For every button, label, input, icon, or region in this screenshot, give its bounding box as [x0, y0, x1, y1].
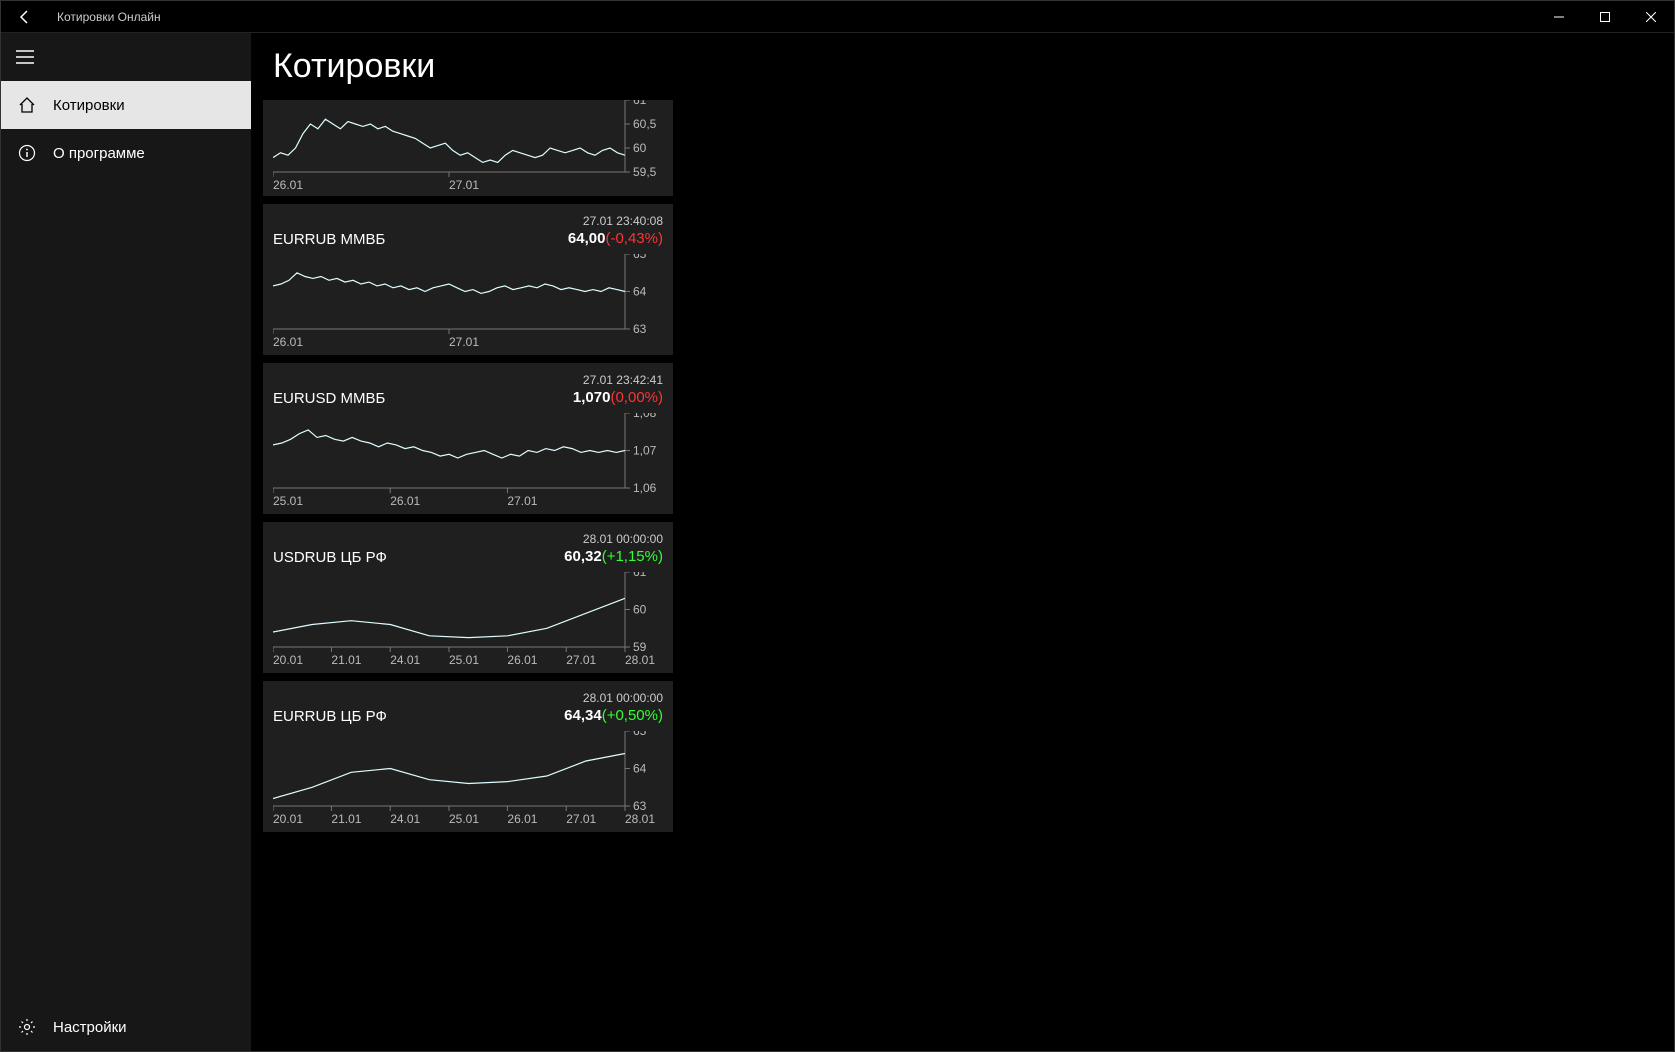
svg-text:26.01: 26.01	[273, 178, 303, 190]
timestamp: 27.01 23:42:41	[573, 373, 663, 387]
svg-text:25.01: 25.01	[449, 653, 479, 667]
back-button[interactable]	[1, 1, 49, 33]
main-panel: Котировки 59,5 60 60,5 61 26.01 27.01 EURRUB …	[251, 33, 1674, 1051]
pair-name: USDRUB ЦБ РФ	[273, 549, 387, 566]
sparkline-chart: 63 64 65 20.01 21.01 24.01 25.01 26.01 27.01 28.0…	[273, 731, 663, 826]
close-button[interactable]	[1628, 1, 1674, 33]
svg-text:61: 61	[633, 100, 647, 107]
info-icon	[15, 144, 39, 162]
svg-text:27.01: 27.01	[449, 335, 479, 349]
page-title: Котировки	[251, 33, 1674, 100]
change-pct: (+0,50%)	[602, 707, 663, 724]
change-pct: (0,00%)	[610, 389, 663, 406]
price: 64,34	[564, 707, 602, 724]
sidebar-item-label: О программе	[39, 145, 145, 162]
sparkline-chart: 63 64 65 26.01 27.01	[273, 254, 663, 349]
price: 64,00	[568, 230, 606, 247]
svg-text:64: 64	[633, 285, 647, 299]
window-title: Котировки Онлайн	[49, 10, 161, 24]
svg-text:21.01: 21.01	[331, 653, 361, 667]
pair-name: EURUSD ММВБ	[273, 390, 385, 407]
svg-text:27.01: 27.01	[566, 653, 596, 667]
sparkline-chart: 1,06 1,07 1,08 25.01 26.01 27.01	[273, 413, 663, 508]
quote-card[interactable]: 59,5 60 60,5 61 26.01 27.01	[263, 100, 673, 196]
svg-text:25.01: 25.01	[449, 812, 479, 826]
svg-text:59: 59	[633, 640, 647, 654]
svg-text:60,5: 60,5	[633, 117, 657, 131]
svg-text:1,06: 1,06	[633, 481, 657, 495]
timestamp: 28.01 00:00:00	[564, 691, 663, 705]
svg-text:28.01: 28.01	[625, 653, 655, 667]
sidebar: Котировки О программе Настройки	[1, 33, 251, 1051]
timestamp: 27.01 23:40:08	[568, 214, 663, 228]
pair-name: EURRUB ММВБ	[273, 231, 385, 248]
maximize-button[interactable]	[1582, 1, 1628, 33]
svg-text:25.01: 25.01	[273, 494, 303, 508]
svg-text:65: 65	[633, 254, 647, 261]
gear-icon	[15, 1018, 39, 1036]
svg-text:24.01: 24.01	[390, 653, 420, 667]
svg-text:59,5: 59,5	[633, 165, 657, 179]
card-header: EURUSD ММВБ 27.01 23:42:41 1,070(0,00%)	[273, 373, 663, 407]
svg-text:28.01: 28.01	[625, 812, 655, 826]
card-header: EURRUB ММВБ 27.01 23:40:08 64,00(-0,43%)	[273, 214, 663, 248]
titlebar: Котировки Онлайн	[1, 1, 1674, 33]
svg-text:27.01: 27.01	[566, 812, 596, 826]
svg-text:20.01: 20.01	[273, 812, 303, 826]
svg-text:27.01: 27.01	[507, 494, 537, 508]
svg-text:63: 63	[633, 322, 647, 336]
sparkline-chart: 59 60 61 20.01 21.01 24.01 25.01 26.01 27.01 28.0…	[273, 572, 663, 667]
sparkline-chart: 59,5 60 60,5 61 26.01 27.01	[273, 100, 663, 190]
timestamp: 28.01 00:00:00	[564, 532, 663, 546]
svg-text:60: 60	[633, 603, 647, 617]
sidebar-item-label: Настройки	[39, 1019, 127, 1036]
card-header: USDRUB ЦБ РФ 28.01 00:00:00 60,32(+1,15%…	[273, 532, 663, 566]
svg-text:26.01: 26.01	[507, 653, 537, 667]
svg-text:24.01: 24.01	[390, 812, 420, 826]
pair-name: EURRUB ЦБ РФ	[273, 708, 387, 725]
svg-text:1,07: 1,07	[633, 444, 657, 458]
sidebar-item-quotes[interactable]: Котировки	[1, 81, 251, 129]
svg-text:1,08: 1,08	[633, 413, 657, 420]
change-pct: (-0,43%)	[605, 230, 663, 247]
sidebar-item-label: Котировки	[39, 97, 125, 114]
sidebar-item-about[interactable]: О программе	[1, 129, 251, 177]
quote-card[interactable]: EURRUB ММВБ 27.01 23:40:08 64,00(-0,43%)…	[263, 204, 673, 355]
minimize-button[interactable]	[1536, 1, 1582, 33]
svg-text:65: 65	[633, 731, 647, 738]
change-pct: (+1,15%)	[602, 548, 663, 565]
svg-text:64: 64	[633, 762, 647, 776]
svg-text:63: 63	[633, 799, 647, 813]
quote-card[interactable]: USDRUB ЦБ РФ 28.01 00:00:00 60,32(+1,15%…	[263, 522, 673, 673]
svg-text:26.01: 26.01	[390, 494, 420, 508]
svg-text:27.01: 27.01	[449, 178, 479, 190]
hamburger-button[interactable]	[1, 33, 49, 81]
price: 60,32	[564, 548, 602, 565]
svg-text:21.01: 21.01	[331, 812, 361, 826]
svg-text:26.01: 26.01	[273, 335, 303, 349]
svg-text:20.01: 20.01	[273, 653, 303, 667]
quote-card[interactable]: EURRUB ЦБ РФ 28.01 00:00:00 64,34(+0,50%…	[263, 681, 673, 832]
card-header: EURRUB ЦБ РФ 28.01 00:00:00 64,34(+0,50%…	[273, 691, 663, 725]
sidebar-item-settings[interactable]: Настройки	[1, 1003, 251, 1051]
home-icon	[15, 96, 39, 114]
svg-text:60: 60	[633, 141, 647, 155]
svg-text:26.01: 26.01	[507, 812, 537, 826]
price: 1,070	[573, 389, 611, 406]
svg-text:61: 61	[633, 572, 647, 579]
quote-card[interactable]: EURUSD ММВБ 27.01 23:42:41 1,070(0,00%) …	[263, 363, 673, 514]
